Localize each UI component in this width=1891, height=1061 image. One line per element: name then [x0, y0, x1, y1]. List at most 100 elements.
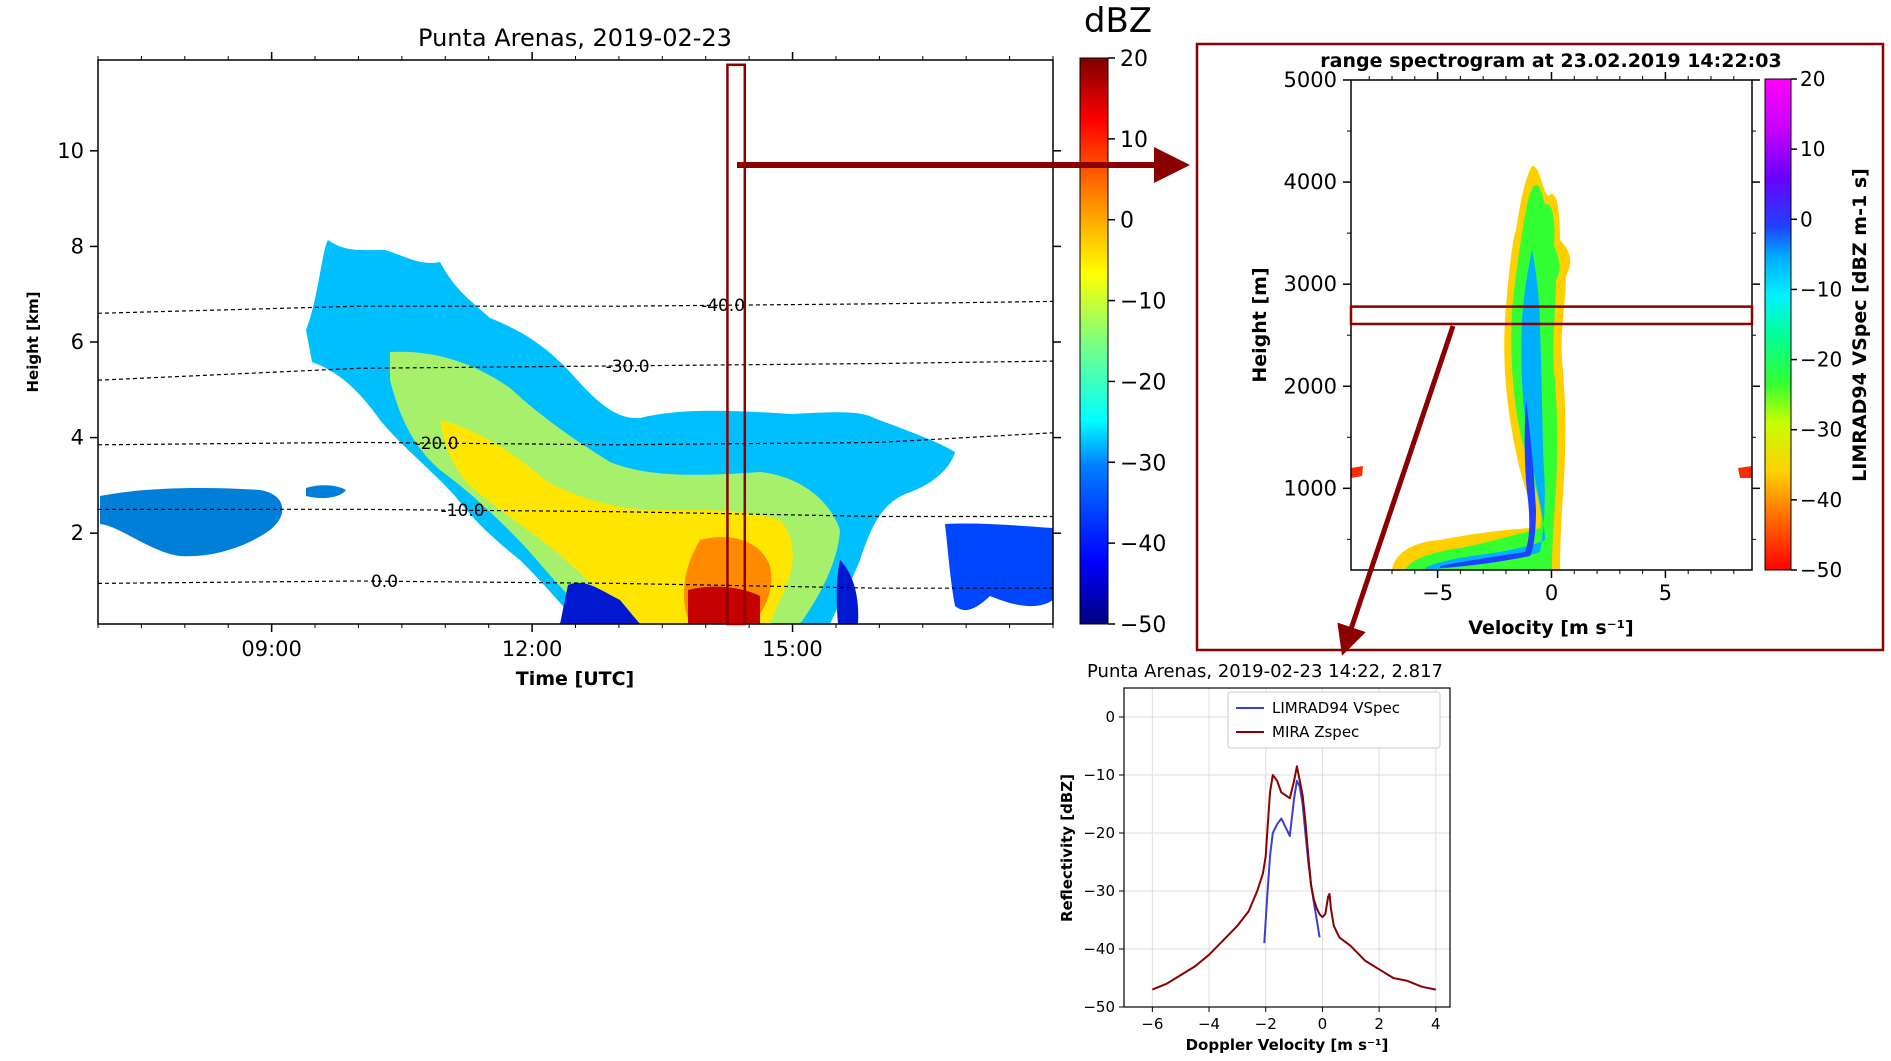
radar-echo-field — [100, 240, 1053, 624]
time-highlight-box — [726, 63, 747, 626]
series-line-mira-zspec — [1151, 765, 1437, 991]
vspec-colorbar-tick-label: −30 — [1800, 418, 1842, 442]
reflectivity-tick-label: −20 — [1083, 824, 1115, 842]
velocity-axis-label: Velocity [m s⁻¹] — [1468, 617, 1633, 639]
time-tick-label: 15:00 — [762, 637, 823, 661]
spectrum-panel: Punta Arenas, 2019-02-23 14:22, 2.817 −6… — [1058, 661, 1451, 1054]
height-tick-label: 6 — [71, 330, 84, 354]
height-tick-label: 2 — [71, 521, 84, 545]
connector-arrow-spectrogram-to-spectrum — [1337, 325, 1456, 656]
vspec-colorbar-tick-label: 0 — [1800, 207, 1813, 231]
spectrum-band-green — [1405, 184, 1560, 570]
echo-late-fallstreaks — [945, 523, 1053, 611]
isotherm-line — [97, 580, 1053, 589]
vspec-colorbar-gradient — [1764, 78, 1792, 571]
spectrum-noise-left — [1351, 466, 1363, 478]
spectrum-legend: LIMRAD94 VSpec MIRA Zspec — [1227, 691, 1441, 749]
height-tick-label: 8 — [71, 234, 84, 258]
time-tick-label: 09:00 — [241, 637, 302, 661]
doppler-tick-label: 0 — [1318, 1015, 1328, 1033]
reflectivity-axis-label: Reflectivity [dBZ] — [1058, 774, 1076, 922]
echo-early-layer — [100, 488, 283, 557]
time-height-panel: Punta Arenas, 2019-02-23 -40.0 -30.0 -20.0… — [24, 24, 1061, 690]
echo-red-core — [688, 586, 760, 624]
dbz-colorbar-tick-label: 20 — [1120, 47, 1148, 72]
vspec-colorbar-tick-label: −10 — [1800, 277, 1842, 301]
height-highlight-box — [1349, 305, 1754, 326]
reflectivity-tick-label: −10 — [1083, 766, 1115, 784]
dbz-colorbar-tick-label: 10 — [1120, 128, 1148, 153]
dbz-colorbar-tick-label: −10 — [1120, 290, 1166, 315]
isotherm-line — [97, 360, 1054, 381]
vspec-colorbar-ticks: −50 −40 −30 −20 −10 0 10 20 — [1791, 67, 1842, 582]
spectrum-series-layer — [1151, 765, 1437, 991]
spectrogram-field — [1351, 165, 1752, 570]
time-height-ticks: 09:00 12:00 15:00 2 4 6 8 10 — [57, 52, 1061, 661]
doppler-tick-label: −6 — [1141, 1015, 1163, 1033]
time-tick-label: 12:00 — [502, 637, 563, 661]
vspec-colorbar-tick-label: 10 — [1800, 137, 1825, 161]
isotherm-label: -30.0 — [606, 357, 650, 377]
spectrum-grid — [1124, 688, 1450, 1008]
spectrum-title: Punta Arenas, 2019-02-23 14:22, 2.817 — [1087, 661, 1443, 682]
spectrogram-height-tick-label: 4000 — [1284, 170, 1337, 194]
spectrum-ticks: −6 −4 −2 0 2 4−50−40−30−20−100 — [1083, 708, 1440, 1033]
dbz-colorbar-tick-label: −20 — [1120, 370, 1166, 395]
velocity-tick-label: 0 — [1545, 581, 1558, 605]
reflectivity-tick-label: −50 — [1083, 998, 1115, 1016]
isotherm-line — [98, 508, 1053, 518]
isotherm-label: -10.0 — [441, 501, 485, 521]
height-axis-label: Height [km] — [24, 292, 42, 393]
vspec-colorbar-label: LIMRAD94 VSpec [dBZ m-1 s] — [1849, 168, 1871, 482]
vspec-colorbar: LIMRAD94 VSpec [dBZ m-1 s] −50−40−30−20−… — [1764, 67, 1871, 582]
doppler-tick-label: 4 — [1431, 1015, 1441, 1033]
spectrogram-height-tick-label: 5000 — [1284, 68, 1337, 92]
dbz-colorbar-tick-label: 0 — [1120, 209, 1134, 234]
isotherm-layer: -40.0 -30.0 -20.0 -10.0 0.0 — [97, 296, 1054, 592]
isotherm-line — [97, 300, 1054, 314]
vspec-colorbar-tick-label: −20 — [1800, 348, 1842, 372]
doppler-axis-label: Doppler Velocity [m s⁻¹] — [1186, 1036, 1389, 1054]
spectrum-band-peak — [1440, 400, 1536, 568]
spectrogram-panel: range spectrogram at 23.02.2019 14:22:03… — [1249, 50, 1871, 639]
doppler-tick-label: −2 — [1255, 1015, 1277, 1033]
spectrogram-height-tick-label: 1000 — [1284, 476, 1337, 500]
reflectivity-tick-label: −40 — [1083, 940, 1115, 958]
velocity-tick-label: 5 — [1659, 581, 1672, 605]
dbz-colorbar-label: dBZ — [1084, 1, 1152, 41]
spectrogram-height-tick-label: 2000 — [1284, 374, 1337, 398]
height-tick-label: 10 — [57, 139, 84, 163]
vspec-colorbar-tick-label: −40 — [1800, 488, 1842, 512]
dbz-colorbar-ticks: −50 −40 −30 −20 −10 0 10 20 — [1108, 47, 1166, 638]
time-height-title: Punta Arenas, 2019-02-23 — [418, 24, 732, 52]
legend-box — [1227, 691, 1441, 749]
dbz-colorbar-tick-label: −40 — [1120, 532, 1166, 557]
echo-lower-tails — [560, 560, 859, 624]
doppler-tick-label: −4 — [1198, 1015, 1220, 1033]
height-tick-label: 4 — [71, 426, 84, 450]
time-axis-label: Time [UTC] — [516, 668, 634, 690]
spectrogram-height-tick-label: 3000 — [1284, 272, 1337, 296]
spectrogram-title: range spectrogram at 23.02.2019 14:22:03 — [1320, 50, 1781, 72]
spectrogram-height-label: Height [m] — [1249, 267, 1271, 382]
spectrogram-ticks: −5 0 5 1000 2000 3000 4000 5000 — [1284, 68, 1760, 605]
legend-label-mira: MIRA Zspec — [1272, 723, 1359, 741]
dbz-colorbar-tick-label: −50 — [1120, 613, 1166, 638]
echo-small-patch — [306, 485, 346, 498]
dbz-colorbar: dBZ −50 −40 −30 −20 −10 0 10 20 — [1079, 1, 1166, 638]
legend-label-limrad94: LIMRAD94 VSpec — [1272, 699, 1400, 717]
doppler-tick-label: 2 — [1374, 1015, 1384, 1033]
isotherm-line — [97, 432, 1054, 446]
velocity-tick-label: −5 — [1422, 581, 1453, 605]
isotherm-label: -40.0 — [701, 296, 745, 316]
spectrum-axes-frame — [1123, 687, 1451, 1008]
dbz-colorbar-tick-label: −30 — [1120, 451, 1166, 476]
isotherm-label: -20.0 — [415, 434, 459, 454]
spectrum-band-core — [1425, 250, 1545, 570]
vspec-colorbar-tick-label: 20 — [1800, 67, 1825, 91]
spectrogram-panel-border — [1195, 42, 1885, 652]
dbz-colorbar-gradient — [1079, 57, 1109, 625]
vspec-colorbar-tick-label: −50 — [1800, 558, 1842, 582]
spectrum-noise-right — [1738, 466, 1752, 478]
